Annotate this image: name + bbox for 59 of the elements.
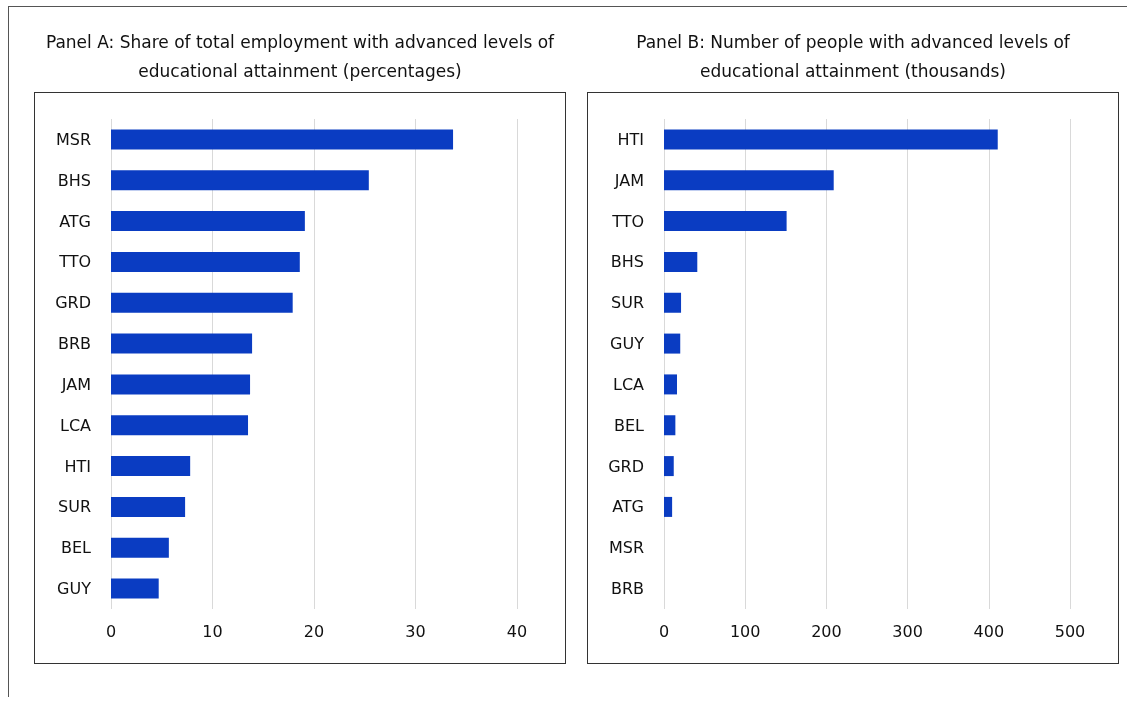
bar	[111, 251, 300, 272]
x-tick-label: 40	[506, 621, 528, 641]
bar	[111, 496, 186, 517]
x-tick-label: 200	[811, 621, 842, 641]
y-tick-label: ATG	[612, 497, 644, 517]
bar	[664, 292, 682, 313]
bar	[111, 537, 169, 558]
bar	[111, 578, 159, 599]
bar	[111, 211, 305, 232]
y-tick-label: BEL	[614, 415, 645, 435]
y-tick-label: GRD	[55, 293, 91, 313]
y-tick-label: LCA	[612, 374, 645, 394]
bar	[664, 456, 674, 477]
bar	[664, 129, 998, 150]
bar	[111, 333, 253, 354]
x-tick-label: 0	[105, 621, 117, 641]
y-tick-label: BRB	[610, 579, 644, 599]
bar	[664, 333, 681, 354]
y-tick-label: BHS	[610, 252, 644, 272]
x-tick-label: 500	[1054, 621, 1086, 641]
y-tick-label: LCA	[59, 415, 92, 435]
y-tick-label: HTI	[617, 129, 644, 149]
bar	[111, 415, 249, 436]
y-tick-label: BHS	[57, 170, 91, 190]
x-tick-label: 30	[405, 621, 426, 641]
bar	[664, 211, 787, 232]
chart-title: Panel A: Share of total employment with advanced levels of educational attainment (percentages)	[44, 31, 556, 83]
y-tick-label: GRD	[608, 456, 644, 476]
y-tick-label: TTO	[611, 211, 644, 231]
y-tick-label: TTO	[58, 252, 91, 272]
x-tick-label: 100	[729, 621, 761, 641]
y-tick-label: MSR	[55, 129, 91, 149]
bar	[664, 170, 834, 191]
bar	[664, 415, 676, 436]
x-tick-label: 300	[892, 621, 923, 641]
bar	[111, 374, 251, 395]
bar	[111, 170, 369, 191]
bar	[664, 374, 677, 395]
bar	[111, 129, 454, 150]
y-tick-label: GUY	[610, 334, 645, 354]
y-tick-label: ATG	[59, 211, 91, 231]
bar	[664, 251, 698, 272]
bar	[111, 456, 191, 477]
y-tick-label: SUR	[611, 293, 644, 313]
y-tick-label: JAM	[613, 170, 644, 190]
bar	[664, 496, 673, 517]
x-tick-label: 10	[202, 621, 223, 641]
x-tick-label: 20	[303, 621, 325, 641]
y-tick-label: GUY	[57, 579, 92, 599]
chart-title: Panel B: Number of people with advanced levels of educational attainment (thousands)	[635, 31, 1071, 83]
y-tick-label: BRB	[57, 334, 91, 354]
x-tick-label: 0	[658, 621, 670, 641]
bar	[111, 292, 293, 313]
y-tick-label: BEL	[61, 538, 92, 558]
y-tick-label: SUR	[58, 497, 91, 517]
y-tick-label: HTI	[64, 456, 91, 476]
y-tick-label: MSR	[608, 538, 644, 558]
x-tick-label: 400	[973, 621, 1005, 641]
y-tick-label: JAM	[60, 374, 91, 394]
